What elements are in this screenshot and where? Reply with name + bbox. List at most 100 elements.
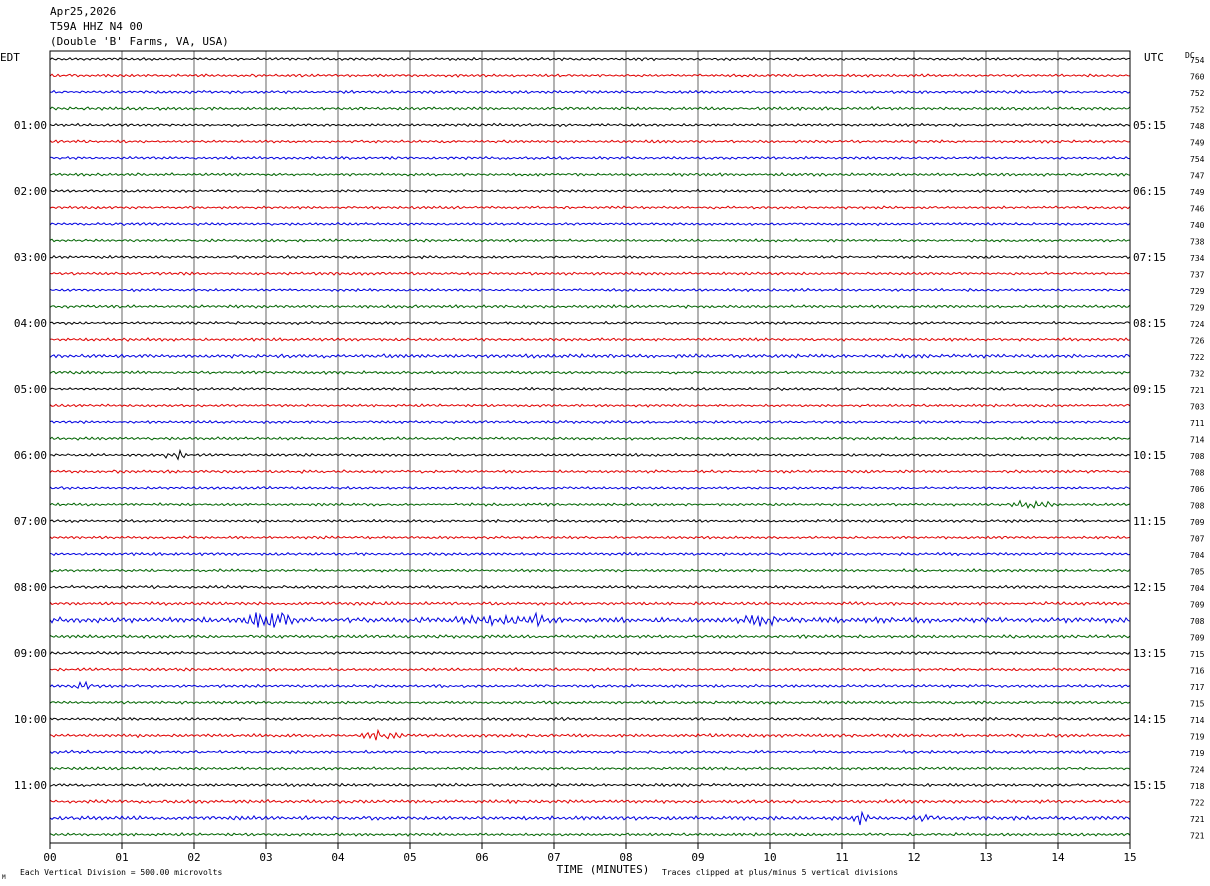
dc-offset-label: 722 bbox=[1190, 353, 1205, 362]
seismic-trace-29 bbox=[49, 535, 1131, 540]
seismic-trace-14 bbox=[49, 287, 1131, 293]
seismic-trace-31 bbox=[49, 568, 1131, 573]
dc-offset-label: 714 bbox=[1190, 716, 1205, 725]
seismic-trace-30 bbox=[49, 551, 1131, 557]
dc-offset-label: 715 bbox=[1190, 650, 1205, 659]
x-tick-label: 15 bbox=[1123, 851, 1136, 864]
dc-offset-label: 708 bbox=[1190, 452, 1205, 461]
dc-offset-label: 749 bbox=[1190, 139, 1205, 148]
dc-offset-label: 752 bbox=[1190, 106, 1205, 115]
station-location: (Double 'B' Farms, VA, USA) bbox=[50, 35, 229, 48]
dc-offset-label: 704 bbox=[1190, 584, 1205, 593]
seismic-trace-28 bbox=[49, 518, 1131, 524]
seismic-trace-46 bbox=[49, 810, 1131, 826]
clip-note: Traces clipped at plus/minus 5 vertical … bbox=[662, 868, 898, 877]
utc-hour-label: 15:15 bbox=[1133, 779, 1166, 792]
dc-offset-label: 754 bbox=[1190, 155, 1205, 164]
seismic-trace-13 bbox=[49, 271, 1131, 276]
dc-offset-label: 737 bbox=[1190, 271, 1205, 280]
seismic-trace-33 bbox=[49, 600, 1131, 607]
seismic-trace-0 bbox=[49, 56, 1131, 62]
plot-date: Apr25,2026 bbox=[50, 5, 117, 18]
x-tick-label: 04 bbox=[331, 851, 345, 864]
dc-offset-label: 747 bbox=[1190, 172, 1205, 181]
seismic-trace-8 bbox=[49, 188, 1130, 194]
seismic-trace-40 bbox=[49, 716, 1131, 722]
dc-offset-label: 754 bbox=[1190, 56, 1205, 65]
seismic-trace-6 bbox=[49, 155, 1131, 161]
utc-hour-label: 08:15 bbox=[1133, 317, 1166, 330]
dc-offset-label: 704 bbox=[1190, 551, 1205, 560]
left-axis-title: EDT bbox=[0, 51, 20, 64]
dc-offset-label: 734 bbox=[1190, 254, 1205, 263]
dc-offset-label: 729 bbox=[1190, 304, 1205, 313]
dc-offset-label: 740 bbox=[1190, 221, 1205, 230]
x-tick-label: 01 bbox=[115, 851, 128, 864]
x-tick-label: 03 bbox=[259, 851, 272, 864]
seismic-trace-44 bbox=[49, 782, 1131, 788]
seismic-trace-17 bbox=[49, 337, 1131, 342]
right-axis-title: UTC bbox=[1144, 51, 1164, 64]
dc-offset-label: 748 bbox=[1190, 122, 1205, 131]
seismic-trace-10 bbox=[49, 221, 1131, 227]
dc-offset-label: 706 bbox=[1190, 485, 1205, 494]
seismic-trace-7 bbox=[49, 172, 1131, 177]
dc-offset-label: 708 bbox=[1190, 469, 1205, 478]
utc-hour-label: 05:15 bbox=[1133, 119, 1166, 132]
seismic-trace-9 bbox=[49, 205, 1131, 210]
seismic-trace-22 bbox=[49, 419, 1131, 425]
edt-hour-label: 06:00 bbox=[14, 449, 47, 462]
dc-offset-label: 715 bbox=[1190, 700, 1205, 709]
seismic-trace-32 bbox=[49, 584, 1131, 590]
dc-offset-label: 738 bbox=[1190, 238, 1205, 247]
utc-hour-label: 13:15 bbox=[1133, 647, 1166, 660]
seismic-trace-34 bbox=[49, 611, 1131, 628]
edt-hour-label: 07:00 bbox=[14, 515, 47, 528]
utc-hour-label: 10:15 bbox=[1133, 449, 1166, 462]
dc-offset-label: 729 bbox=[1190, 287, 1205, 296]
dc-offset-label: 726 bbox=[1190, 337, 1205, 346]
seismic-trace-12 bbox=[49, 254, 1131, 260]
edt-hour-label: 04:00 bbox=[14, 317, 47, 330]
seismic-trace-11 bbox=[49, 238, 1131, 243]
edt-hour-label: 03:00 bbox=[14, 251, 47, 264]
seismic-trace-27 bbox=[49, 499, 1131, 509]
dc-offset-label: 752 bbox=[1190, 89, 1205, 98]
edt-hour-label: 02:00 bbox=[14, 185, 47, 198]
seismic-trace-20 bbox=[49, 386, 1131, 392]
seismic-trace-3 bbox=[49, 105, 1131, 112]
x-tick-label: 11 bbox=[835, 851, 848, 864]
x-tick-label: 00 bbox=[43, 851, 56, 864]
edt-hour-label: 10:00 bbox=[14, 713, 47, 726]
dc-offset-label: 717 bbox=[1190, 683, 1205, 692]
dc-offset-label: 708 bbox=[1190, 502, 1205, 511]
seismic-trace-41 bbox=[49, 728, 1131, 741]
dc-offset-label: 718 bbox=[1190, 782, 1205, 791]
seismic-trace-1 bbox=[49, 73, 1131, 78]
dc-offset-label: 709 bbox=[1190, 634, 1205, 643]
label-layer: 00 01 02 03 04 05 06 07 08 09 10 11 12 13 14 15 754 760 75… bbox=[14, 56, 1205, 864]
x-tick-label: 07 bbox=[547, 851, 560, 864]
seismic-trace-35 bbox=[49, 634, 1131, 640]
utc-hour-label: 14:15 bbox=[1133, 713, 1166, 726]
seismic-trace-19 bbox=[49, 370, 1131, 375]
utc-hour-label: 11:15 bbox=[1133, 515, 1166, 528]
plot-frame bbox=[49, 50, 1131, 844]
dc-column-title: DC bbox=[1185, 51, 1195, 60]
seismic-trace-39 bbox=[49, 700, 1131, 705]
x-tick-label: 09 bbox=[691, 851, 704, 864]
dc-offset-label: 721 bbox=[1190, 386, 1205, 395]
dc-offset-label: 724 bbox=[1190, 320, 1205, 329]
corner-mark: M bbox=[2, 874, 6, 881]
scale-note: Each Vertical Division = 500.00 microvol… bbox=[20, 868, 222, 877]
x-tick-label: 12 bbox=[907, 851, 920, 864]
dc-offset-label: 732 bbox=[1190, 370, 1205, 379]
seismic-trace-36 bbox=[49, 650, 1131, 656]
seismic-trace-2 bbox=[49, 89, 1131, 95]
station-code: T59A HHZ N4 00 bbox=[50, 20, 143, 33]
seismic-trace-26 bbox=[49, 485, 1131, 491]
seismic-trace-23 bbox=[49, 436, 1131, 441]
seismic-trace-42 bbox=[49, 749, 1131, 755]
dc-offset-label: 703 bbox=[1190, 403, 1205, 412]
